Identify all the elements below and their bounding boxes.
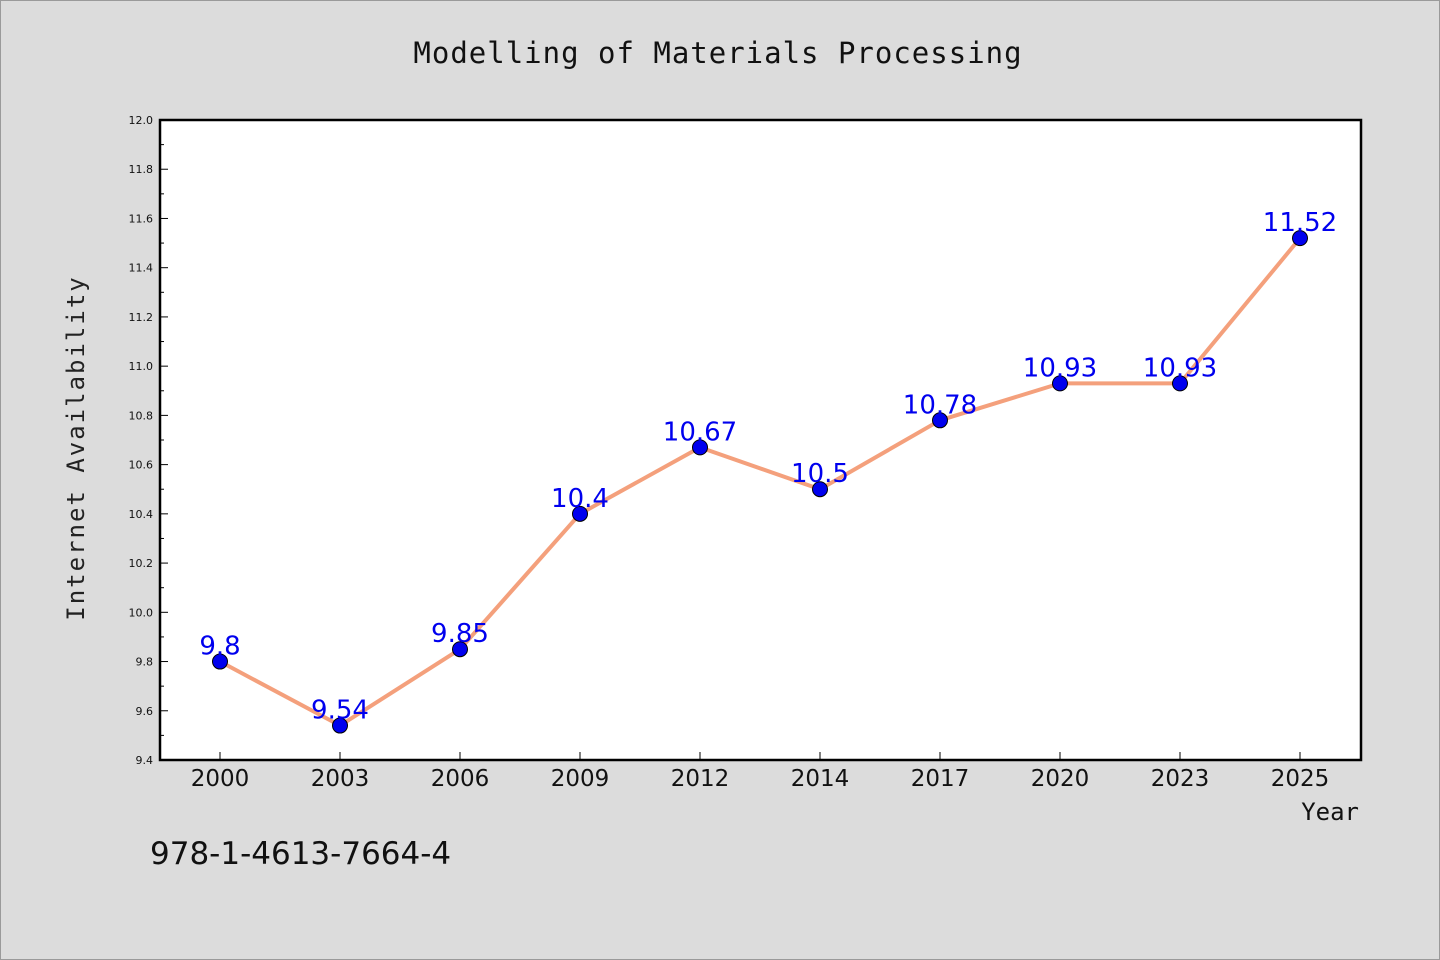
data-label: 10.93 [1143, 353, 1217, 383]
y-tick-label: 10.4 [129, 508, 154, 521]
y-tick-label: 9.8 [136, 656, 154, 669]
x-tick-label: 2023 [1151, 766, 1210, 792]
data-label: 9.8 [199, 632, 240, 662]
data-label: 11.52 [1263, 208, 1337, 238]
x-tick-label: 2012 [671, 766, 730, 792]
data-label: 9.54 [311, 696, 369, 726]
data-point [332, 717, 348, 734]
plot-area [158, 118, 1363, 762]
data-point [572, 505, 588, 522]
x-tick-label: 2000 [191, 766, 250, 792]
data-point [1292, 230, 1308, 247]
x-tick-label: 2014 [791, 766, 850, 792]
data-point [212, 653, 228, 670]
y-tick-label: 9.4 [136, 754, 154, 767]
data-label: 9.85 [431, 619, 489, 649]
series-line [219, 236, 1302, 728]
data-label: 10.67 [663, 417, 737, 447]
y-tick-label: 10.0 [129, 606, 154, 619]
data-label: 10.5 [791, 459, 849, 489]
data-label: 10.4 [551, 484, 609, 514]
x-tick-label: 2006 [431, 766, 490, 792]
y-tick-label: 12.0 [129, 114, 154, 127]
x-tick-label: 2017 [911, 766, 970, 792]
x-axis-label: Year [1301, 798, 1359, 826]
x-axis: 2000 2003 2006 2009 2012 2014 2017 2020 2023 2025 [191, 752, 1330, 792]
y-tick-label: 10.2 [129, 557, 154, 570]
y-tick-label: 10.6 [129, 459, 154, 472]
y-tick-label: 11.8 [129, 163, 154, 176]
x-tick-label: 2003 [311, 766, 370, 792]
data-point [1172, 375, 1188, 392]
data-labels: 9.8 9.54 9.85 10.4 10.67 10.5 10.78 10.93 10.93 1… [199, 208, 1337, 725]
y-tick-label: 11.2 [129, 311, 154, 324]
chart-title: Modelling of Materials Processing [413, 36, 1022, 70]
y-tick-label: 11.6 [129, 212, 154, 225]
data-point [812, 481, 828, 498]
isbn-label: 978-1-4613-7664-4 [150, 836, 451, 872]
y-tick-label: 11.4 [129, 262, 154, 275]
y-tick-label: 9.6 [136, 705, 154, 718]
x-tick-label: 2025 [1271, 766, 1330, 792]
data-point [932, 412, 948, 429]
data-label: 10.93 [1023, 353, 1097, 383]
data-markers [212, 230, 1308, 734]
y-axis: 9.4 9.6 9.8 10.0 10.2 10.4 10.6 10.8 11.0 11.2 11.… [129, 114, 168, 767]
x-tick-label: 2020 [1031, 766, 1090, 792]
data-label: 10.78 [903, 390, 977, 420]
data-point [692, 439, 708, 456]
y-tick-label: 11.0 [129, 360, 154, 373]
data-point [1052, 375, 1068, 392]
data-point [452, 641, 468, 658]
x-tick-label: 2009 [551, 766, 610, 792]
y-axis-label: Internet Availability [62, 275, 90, 620]
y-tick-label: 10.8 [129, 409, 154, 422]
